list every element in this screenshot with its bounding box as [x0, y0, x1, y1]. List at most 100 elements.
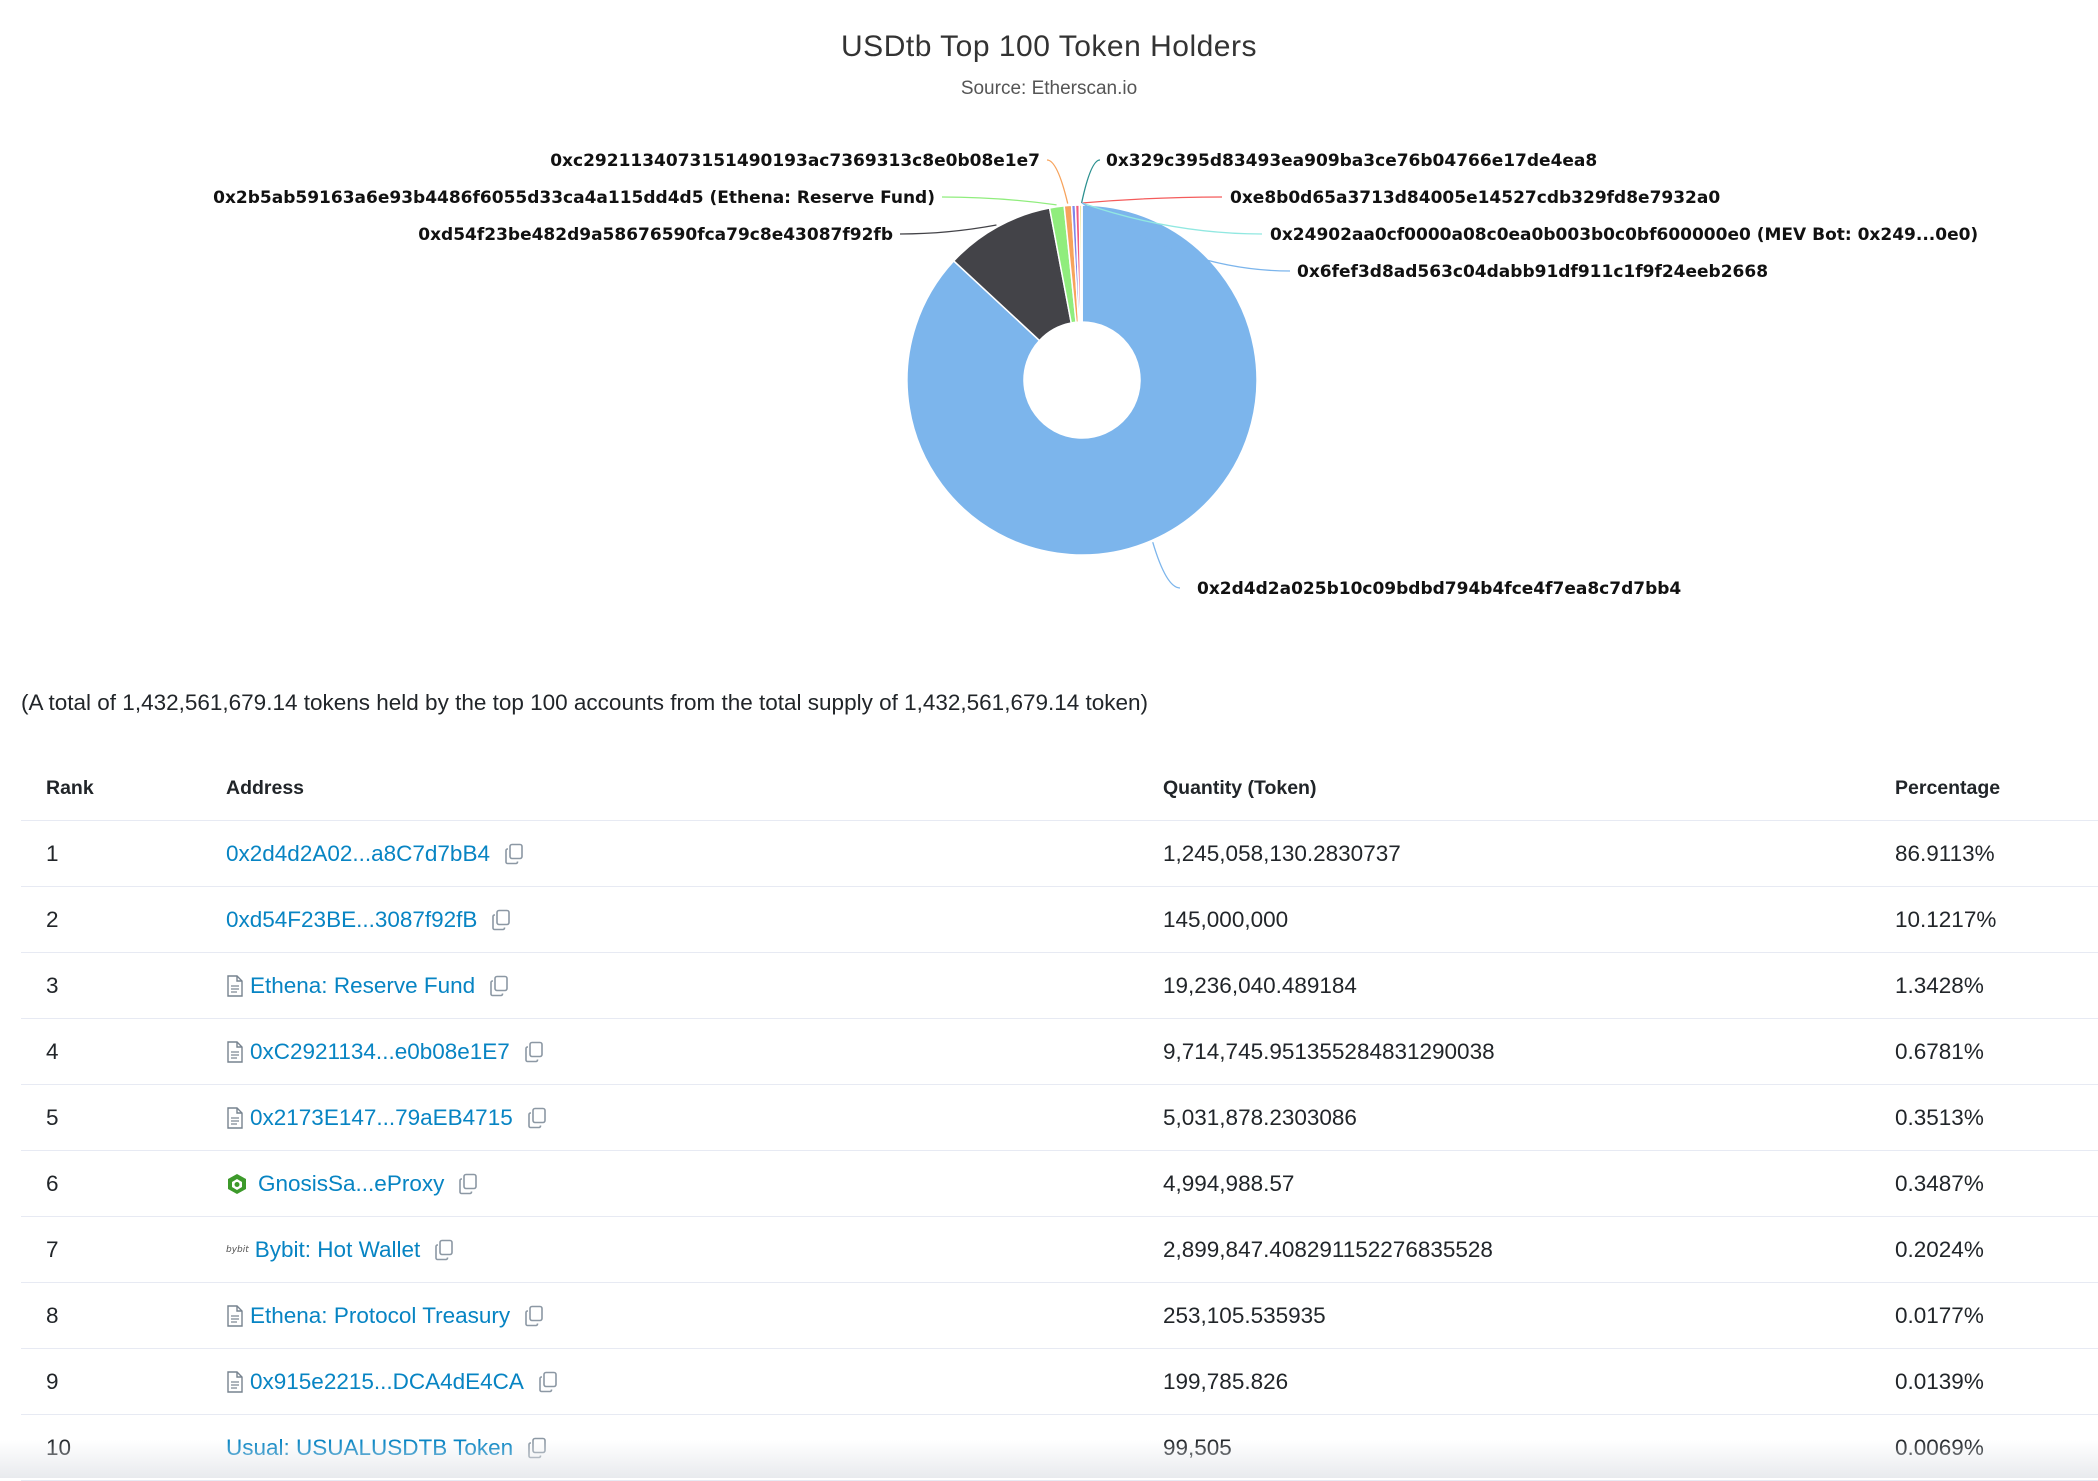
contract-file-icon [226, 1305, 244, 1327]
copy-icon[interactable] [491, 909, 511, 931]
address-cell: Ethena: Reserve Fund [226, 953, 1163, 1019]
contract-file-icon [226, 1041, 244, 1063]
pie-label-connector [942, 197, 1057, 205]
rank-cell: 7 [21, 1217, 226, 1283]
holder-address-link[interactable]: Ethena: Reserve Fund [250, 973, 475, 999]
pie-label-connector [1153, 542, 1180, 588]
holder-address-link[interactable]: 0x915e2215...DCA4dE4CA [250, 1369, 524, 1395]
rank-cell: 1 [21, 821, 226, 887]
holder-address-link[interactable]: 0x2173E147...79aEB4715 [250, 1105, 513, 1131]
holder-address-link[interactable]: GnosisSa...eProxy [258, 1171, 444, 1197]
rank-cell: 4 [21, 1019, 226, 1085]
address-cell: GnosisSa...eProxy [226, 1151, 1163, 1217]
quantity-cell: 145,000,000 [1163, 887, 1895, 953]
address-wrapper: 0xd54F23BE...3087f92fB [226, 907, 1163, 933]
pie-label-connector [900, 225, 996, 234]
holder-address-link[interactable]: 0x2d4d2A02...a8C7d7bB4 [226, 841, 490, 867]
address-wrapper: Ethena: Protocol Treasury [226, 1303, 1163, 1329]
address-wrapper: 0x2d4d2A02...a8C7d7bB4 [226, 841, 1163, 867]
quantity-cell: 199,785.826 [1163, 1349, 1895, 1415]
pie-label-connector [1082, 197, 1222, 203]
pie-chart-svg: 0x2d4d2a025b10c09bdbd794b4fce4f7ea8c7d7b… [0, 0, 2098, 620]
percentage-cell: 0.0069% [1895, 1415, 2098, 1481]
percentage-cell: 0.2024% [1895, 1217, 2098, 1283]
rank-cell: 3 [21, 953, 226, 1019]
copy-icon[interactable] [458, 1173, 478, 1195]
rank-cell: 6 [21, 1151, 226, 1217]
quantity-cell: 2,899,847.408291152276835528 [1163, 1217, 1895, 1283]
header-percentage: Percentage [1895, 756, 2098, 821]
address-wrapper: Ethena: Reserve Fund [226, 973, 1163, 999]
header-rank: Rank [21, 756, 226, 821]
pie-slice-label: 0x2b5ab59163a6e93b4486f6055d33ca4a115dd4… [213, 188, 935, 208]
quantity-cell: 9,714,745.951355284831290038 [1163, 1019, 1895, 1085]
address-cell: Usual: USUALUSDTB Token [226, 1415, 1163, 1481]
copy-icon[interactable] [504, 843, 524, 865]
address-wrapper: GnosisSa...eProxy [226, 1171, 1163, 1197]
copy-icon[interactable] [527, 1107, 547, 1129]
rank-cell: 8 [21, 1283, 226, 1349]
quantity-cell: 5,031,878.2303086 [1163, 1085, 1895, 1151]
pie-slice-label: 0xc2921134073151490193ac7369313c8e0b08e1… [550, 151, 1040, 171]
percentage-cell: 0.6781% [1895, 1019, 2098, 1085]
address-wrapper: Usual: USUALUSDTB Token [226, 1435, 1163, 1461]
holder-address-link[interactable]: Usual: USUALUSDTB Token [226, 1435, 513, 1461]
contract-file-icon [226, 1107, 244, 1129]
pie-slice-label: 0xd54f23be482d9a58676590fca79c8e43087f92… [418, 225, 893, 245]
pie-slice-label: 0x24902aa0cf0000a08c0ea0b003b0c0bf600000… [1270, 225, 1978, 245]
percentage-cell: 86.9113% [1895, 821, 2098, 887]
quantity-cell: 99,505 [1163, 1415, 1895, 1481]
percentage-cell: 0.3513% [1895, 1085, 2098, 1151]
percentage-cell: 0.0139% [1895, 1349, 2098, 1415]
rank-cell: 10 [21, 1415, 226, 1481]
copy-icon[interactable] [524, 1305, 544, 1327]
address-wrapper: 0x2173E147...79aEB4715 [226, 1105, 1163, 1131]
copy-icon[interactable] [538, 1371, 558, 1393]
holders-table: Rank Address Quantity (Token) Percentage… [21, 756, 2098, 1481]
copy-icon[interactable] [434, 1239, 454, 1261]
holder-address-link[interactable]: Bybit: Hot Wallet [255, 1237, 420, 1263]
percentage-cell: 0.0177% [1895, 1283, 2098, 1349]
quantity-cell: 19,236,040.489184 [1163, 953, 1895, 1019]
header-address: Address [226, 756, 1163, 821]
copy-icon[interactable] [524, 1041, 544, 1063]
address-wrapper: bybit Bybit: Hot Wallet [226, 1237, 1163, 1263]
address-cell: 0xd54F23BE...3087f92fB [226, 887, 1163, 953]
quantity-cell: 1,245,058,130.2830737 [1163, 821, 1895, 887]
holders-summary: (A total of 1,432,561,679.14 tokens held… [21, 690, 1148, 716]
address-cell: 0x2173E147...79aEB4715 [226, 1085, 1163, 1151]
pie-label-connector [1047, 160, 1068, 204]
table-row: 4 0xC2921134...e0b08e1E7 9,714,745.9513552… [21, 1019, 2098, 1085]
pie-slice-label: 0x329c395d83493ea909ba3ce76b04766e17de4e… [1106, 151, 1597, 171]
holders-chart: USDtb Top 100 Token Holders Source: Ethe… [0, 0, 2098, 620]
address-cell: 0x2d4d2A02...a8C7d7bB4 [226, 821, 1163, 887]
pie-slice-label: 0x6fef3d8ad563c04dabb91df911c1f9f24eeb26… [1297, 262, 1768, 282]
copy-icon[interactable] [527, 1437, 547, 1459]
pie-label-connector [1082, 160, 1100, 203]
holder-address-link[interactable]: 0xC2921134...e0b08e1E7 [250, 1039, 510, 1065]
rank-cell: 2 [21, 887, 226, 953]
gnosis-safe-logo-icon [226, 1173, 248, 1195]
address-cell: bybit Bybit: Hot Wallet [226, 1217, 1163, 1283]
percentage-cell: 1.3428% [1895, 953, 2098, 1019]
percentage-cell: 10.1217% [1895, 887, 2098, 953]
address-cell: 0xC2921134...e0b08e1E7 [226, 1019, 1163, 1085]
copy-icon[interactable] [489, 975, 509, 997]
address-cell: 0x915e2215...DCA4dE4CA [226, 1349, 1163, 1415]
bybit-logo-icon: bybit [226, 1245, 249, 1255]
contract-file-icon [226, 975, 244, 997]
address-cell: Ethena: Protocol Treasury [226, 1283, 1163, 1349]
holder-address-link[interactable]: 0xd54F23BE...3087f92fB [226, 907, 477, 933]
holder-address-link[interactable]: Ethena: Protocol Treasury [250, 1303, 510, 1329]
percentage-cell: 0.3487% [1895, 1151, 2098, 1217]
